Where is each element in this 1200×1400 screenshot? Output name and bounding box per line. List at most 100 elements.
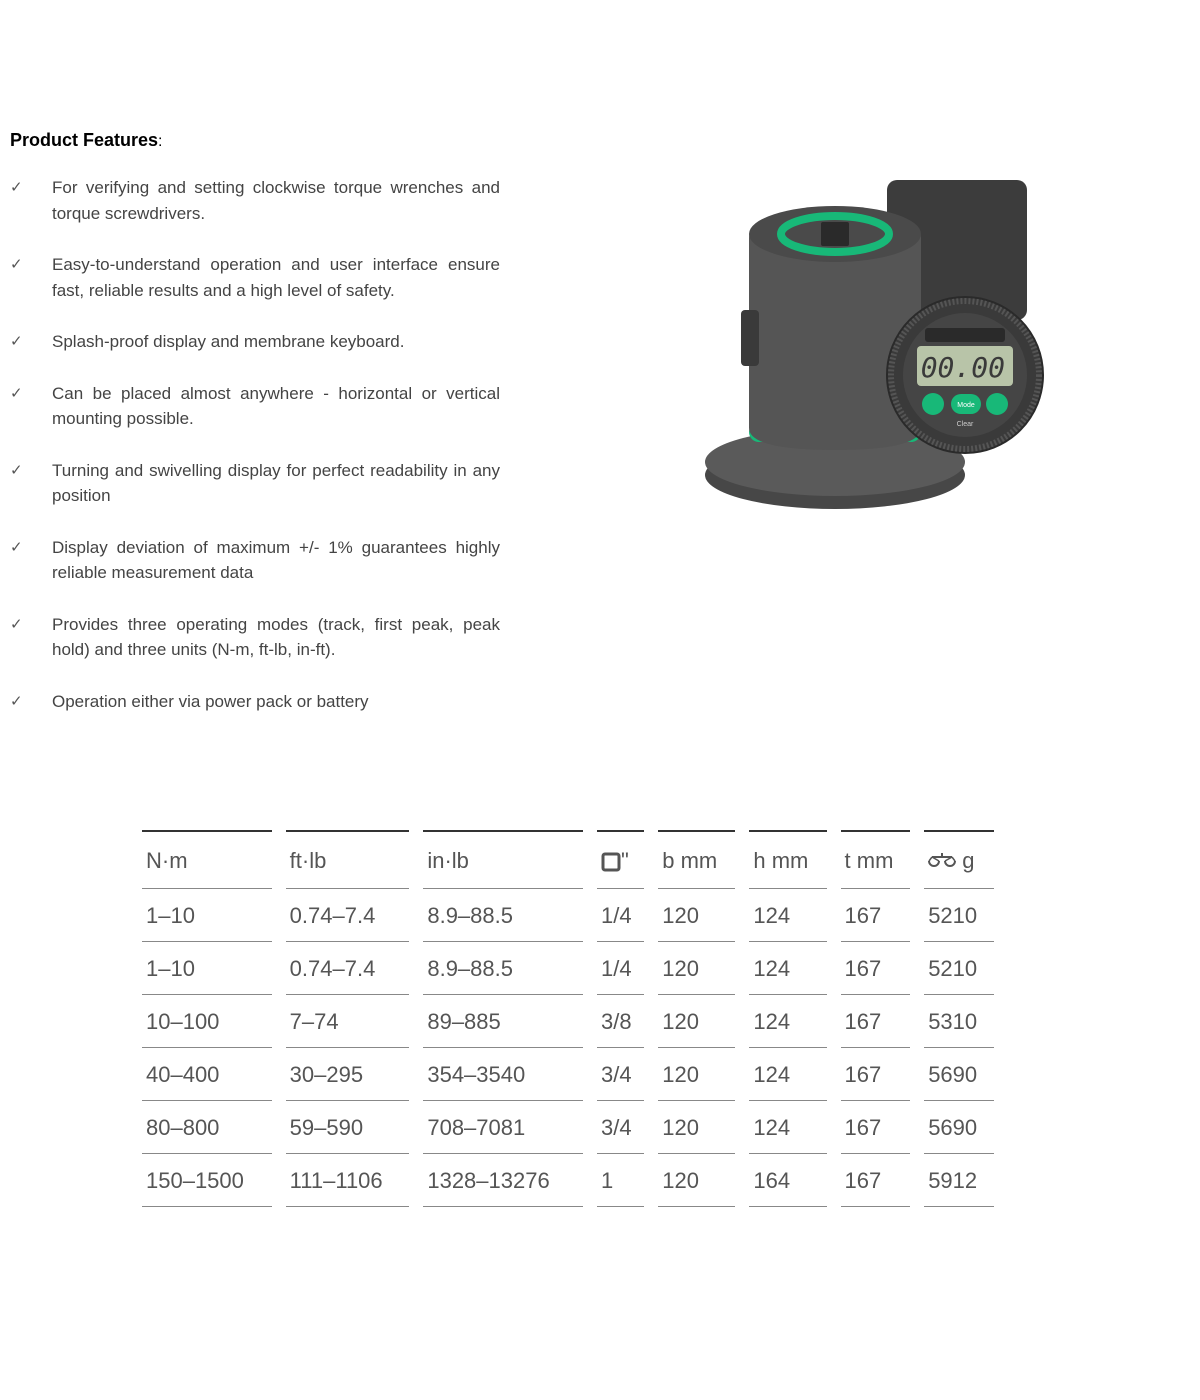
feature-text: Operation either via power pack or batte…: [52, 689, 500, 715]
table-cell: 89–885: [423, 995, 583, 1048]
table-cell: 167: [841, 889, 911, 942]
table-cell: 164: [749, 1154, 826, 1207]
table-cell: 30–295: [286, 1048, 410, 1101]
table-cell: 111–1106: [286, 1154, 410, 1207]
checkmark-icon: ✓: [10, 329, 52, 354]
table-cell: 120: [658, 889, 735, 942]
table-cell: 1328–13276: [423, 1154, 583, 1207]
checkmark-icon: ✓: [10, 175, 52, 200]
checkmark-icon: ✓: [10, 612, 52, 637]
square-drive-icon: [601, 852, 621, 872]
feature-text: Display deviation of maximum +/- 1% guar…: [52, 535, 500, 586]
table-cell: 124: [749, 1101, 826, 1154]
table-cell: 120: [658, 1101, 735, 1154]
table-cell: 708–7081: [423, 1101, 583, 1154]
col-weight: g: [924, 830, 994, 889]
table-cell: 59–590: [286, 1101, 410, 1154]
table-cell: 124: [749, 1048, 826, 1101]
feature-text: For verifying and setting clockwise torq…: [52, 175, 500, 226]
table-cell: 167: [841, 942, 911, 995]
checkmark-icon: ✓: [10, 252, 52, 277]
table-row: 10–100 7–7489–885 3/8 120 124 1675310: [142, 995, 994, 1048]
table-row: 150–1500 111–11061328–13276 1 120 164 1675912: [142, 1154, 994, 1207]
table-cell: 5690: [924, 1101, 994, 1154]
feature-item: ✓Operation either via power pack or batt…: [10, 689, 500, 715]
table-cell: 167: [841, 1154, 911, 1207]
col-b: b mm: [658, 830, 735, 889]
table-cell: 120: [658, 1154, 735, 1207]
col-h: h mm: [749, 830, 826, 889]
feature-item: ✓Turning and swivelling display for perf…: [10, 458, 500, 509]
col-nm: N·m: [142, 830, 272, 889]
balance-scale-icon: [928, 853, 956, 871]
table-cell: 3/8: [597, 995, 644, 1048]
table-cell: 167: [841, 995, 911, 1048]
heading-text: Product Features: [10, 130, 158, 150]
table-cell: 0.74–7.4: [286, 942, 410, 995]
table-cell: 1/4: [597, 889, 644, 942]
table-cell: 40–400: [142, 1048, 272, 1101]
table-cell: 150–1500: [142, 1154, 272, 1207]
feature-item: ✓Provides three operating modes (track, …: [10, 612, 500, 663]
feature-text: Splash-proof display and membrane keyboa…: [52, 329, 500, 355]
feature-text: Provides three operating modes (track, f…: [52, 612, 500, 663]
checkmark-icon: ✓: [10, 458, 52, 483]
table-cell: 120: [658, 1048, 735, 1101]
table-cell: 80–800: [142, 1101, 272, 1154]
feature-item: ✓For verifying and setting clockwise tor…: [10, 175, 500, 226]
product-image: 00.00 Mode Clear: [675, 160, 1055, 520]
table-cell: 5690: [924, 1048, 994, 1101]
table-row: 80–800 59–590708–7081 3/4 120 124 1675690: [142, 1101, 994, 1154]
col-drive: ": [597, 830, 644, 889]
feature-item: ✓Easy-to-understand operation and user i…: [10, 252, 500, 303]
svg-text:Mode: Mode: [957, 402, 975, 409]
spec-header-row: N·m ft·lb in·lb " b mm h mm t mm: [142, 830, 994, 889]
table-cell: 120: [658, 942, 735, 995]
features-list: ✓For verifying and setting clockwise tor…: [10, 175, 500, 714]
svg-text:Clear: Clear: [957, 421, 974, 428]
table-cell: 8.9–88.5: [423, 889, 583, 942]
drive-suffix: ": [621, 848, 629, 873]
lcd-reading: 00.00: [921, 351, 1005, 384]
table-cell: 124: [749, 942, 826, 995]
table-cell: 1/4: [597, 942, 644, 995]
table-cell: 10–100: [142, 995, 272, 1048]
checkmark-icon: ✓: [10, 381, 52, 406]
table-row: 40–400 30–295354–3540 3/4 120 124 1675690: [142, 1048, 994, 1101]
feature-item: ✓Splash-proof display and membrane keybo…: [10, 329, 500, 355]
table-row: 1–10 0.74–7.48.9–88.5 1/4 120 124 1675210: [142, 942, 994, 995]
col-t: t mm: [841, 830, 911, 889]
spec-tbody: 1–100.74–7.48.9–88.51/412012416752101–10…: [142, 889, 994, 1207]
table-cell: 3/4: [597, 1101, 644, 1154]
table-cell: 120: [658, 995, 735, 1048]
weight-suffix: g: [956, 848, 974, 873]
table-cell: 0.74–7.4: [286, 889, 410, 942]
table-cell: 1–10: [142, 942, 272, 995]
feature-item: ✓Display deviation of maximum +/- 1% gua…: [10, 535, 500, 586]
table-cell: 124: [749, 995, 826, 1048]
table-row: 1–10 0.74–7.48.9–88.5 1/4 120 124 1675210: [142, 889, 994, 942]
table-cell: 1: [597, 1154, 644, 1207]
table-cell: 167: [841, 1048, 911, 1101]
col-inlb: in·lb: [423, 830, 583, 889]
feature-text: Can be placed almost anywhere - horizont…: [52, 381, 500, 432]
checkmark-icon: ✓: [10, 689, 52, 714]
feature-item: ✓Can be placed almost anywhere - horizon…: [10, 381, 500, 432]
table-cell: 3/4: [597, 1048, 644, 1101]
col-ftlb: ft·lb: [286, 830, 410, 889]
table-cell: 167: [841, 1101, 911, 1154]
table-cell: 5210: [924, 942, 994, 995]
table-cell: 5310: [924, 995, 994, 1048]
table-cell: 5210: [924, 889, 994, 942]
table-cell: 124: [749, 889, 826, 942]
table-cell: 7–74: [286, 995, 410, 1048]
features-column: Product Features: ✓For verifying and set…: [10, 130, 500, 740]
checkmark-icon: ✓: [10, 535, 52, 560]
product-image-column: 00.00 Mode Clear: [540, 130, 1190, 740]
table-cell: 354–3540: [423, 1048, 583, 1101]
table-cell: 1–10: [142, 889, 272, 942]
feature-text: Easy-to-understand operation and user in…: [52, 252, 500, 303]
table-cell: 5912: [924, 1154, 994, 1207]
table-cell: 8.9–88.5: [423, 942, 583, 995]
feature-text: Turning and swivelling display for perfe…: [52, 458, 500, 509]
